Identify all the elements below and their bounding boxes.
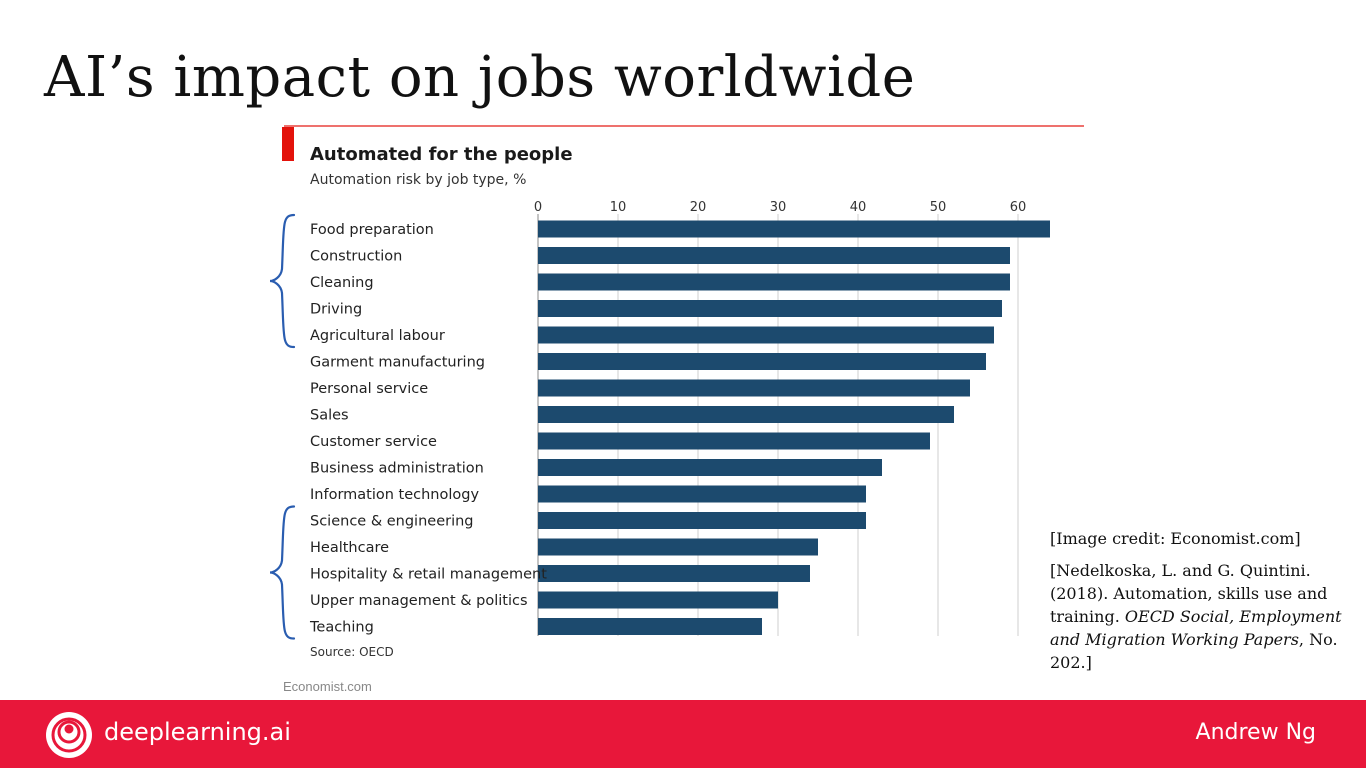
- credit-block: [Image credit: Economist.com] [Nedelkosk…: [1050, 527, 1350, 683]
- chart-red-marker: [282, 127, 294, 161]
- category-label: Upper management & politics: [310, 593, 528, 609]
- annotation-bracket: [269, 213, 296, 349]
- chart-title: Automated for the people: [310, 144, 573, 165]
- category-label: Science & engineering: [310, 514, 474, 530]
- x-tick-label: 0: [534, 200, 542, 215]
- x-tick-label: 60: [1010, 200, 1027, 215]
- category-label: Construction: [310, 249, 402, 265]
- image-credit: [Image credit: Economist.com]: [1050, 529, 1301, 548]
- bar: [538, 618, 762, 635]
- x-tick-label: 30: [770, 200, 787, 215]
- category-label: Business administration: [310, 461, 484, 477]
- category-label: Food preparation: [310, 222, 434, 238]
- category-label: Cleaning: [310, 275, 374, 291]
- bar: [538, 220, 1050, 238]
- citation-number: , No. 202.]: [1050, 630, 1338, 672]
- economist-watermark: Economist.com: [283, 679, 372, 694]
- x-tick-label: 20: [690, 200, 707, 215]
- deeplearning-ai-logo-icon: [46, 712, 92, 758]
- bar: [538, 512, 866, 529]
- bar: [538, 247, 1010, 264]
- category-label: Teaching: [309, 620, 374, 636]
- category-label: Sales: [310, 408, 349, 424]
- category-label: Personal service: [310, 381, 428, 397]
- chart-subtitle: Automation risk by job type, %: [310, 172, 527, 188]
- x-tick-label: 10: [610, 200, 627, 215]
- citation-journal: OECD Social, Employment and Migration Wo…: [1050, 607, 1342, 649]
- bar: [538, 432, 930, 450]
- bar: [538, 273, 1010, 291]
- bar: [538, 326, 994, 344]
- x-tick-label: 50: [930, 200, 947, 215]
- x-tick-label: 40: [850, 200, 867, 215]
- slide-title: AI’s impact on jobs worldwide: [44, 45, 916, 110]
- bar: [538, 406, 954, 423]
- category-label: Customer service: [310, 434, 437, 450]
- bar: [538, 379, 970, 397]
- bar: [538, 538, 818, 556]
- annotation-bracket: [269, 505, 296, 640]
- bar: [538, 565, 810, 582]
- footer-bar: deeplearning.ai Andrew Ng: [0, 700, 1366, 768]
- author-name: Andrew Ng: [1195, 720, 1316, 745]
- category-label: Information technology: [310, 487, 479, 503]
- category-label: Agricultural labour: [310, 328, 445, 344]
- chart-top-rule: [284, 125, 1084, 127]
- bar: [538, 300, 1002, 317]
- category-label: Healthcare: [310, 540, 389, 556]
- category-label: Hospitality & retail management: [310, 567, 547, 583]
- bar: [538, 591, 778, 609]
- citation-authors: [Nedelkoska, L. and G. Quintini. (2018).…: [1050, 561, 1328, 626]
- category-label: Garment manufacturing: [310, 355, 485, 371]
- citation: [Nedelkoska, L. and G. Quintini. (2018).…: [1050, 559, 1350, 674]
- bar: [538, 485, 866, 503]
- category-label: Driving: [310, 302, 362, 318]
- bar: [538, 459, 882, 476]
- chart-source: Source: OECD: [310, 645, 394, 659]
- brand-name: deeplearning.ai: [104, 718, 291, 746]
- bar: [538, 353, 986, 370]
